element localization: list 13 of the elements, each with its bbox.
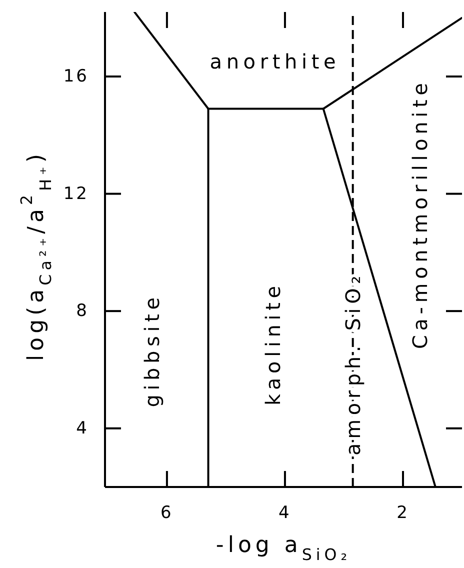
x-axis-title: -log a$_{SiO₂}$: [216, 532, 352, 564]
y-tick-label: 4: [76, 418, 89, 438]
annotation: anorthite: [210, 49, 340, 74]
ref-line-label: amorph. SiO₂: [340, 272, 365, 456]
y-tick-label: 8: [76, 301, 89, 322]
x-tick-label: 4: [278, 503, 292, 523]
y-tick-label: 16: [63, 66, 89, 87]
annotation: Ca-montmorillonite: [408, 78, 432, 350]
annotation: kaolinite: [261, 282, 286, 406]
x-tick-label: 6: [160, 503, 174, 523]
annotation: gibbsite: [140, 293, 164, 408]
x-tick-label: 2: [396, 503, 410, 523]
y-tick-label: 12: [63, 184, 89, 204]
